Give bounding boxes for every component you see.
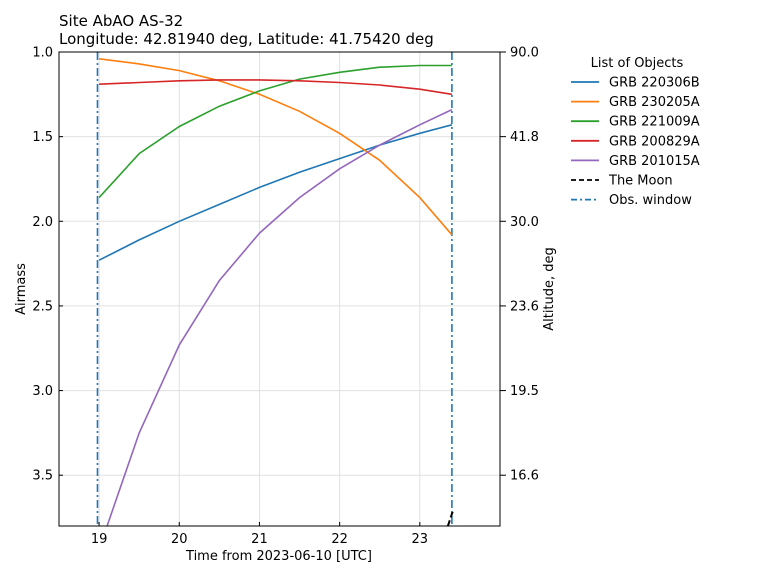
x-axis: 19 20 21 22 23 [91, 522, 428, 547]
y-axis-left: 1.0 1.5 2.0 2.5 3.0 3.5 [32, 46, 63, 484]
x-tick-label: 21 [251, 532, 268, 547]
legend-entry-label: GRB 200829A [609, 134, 700, 149]
y-tick-label: 1.0 [32, 46, 53, 61]
y-right-tick-label: 90.0 [510, 46, 539, 61]
legend: List of Objects GRB 220306B GRB 230205A GR… [571, 56, 700, 208]
x-tick-label: 20 [171, 532, 188, 547]
legend-entry-label: GRB 221009A [609, 115, 700, 130]
y-right-tick-label: 19.5 [510, 384, 539, 399]
y-right-tick-label: 23.6 [510, 299, 539, 314]
series-line-grb-200829a [99, 79, 453, 96]
x-tick-label: 19 [91, 532, 108, 547]
x-axis-label: Time from 2023-06-10 [UTC] [185, 549, 372, 564]
legend-entry-label: GRB 230205A [609, 95, 700, 110]
y-tick-label: 3.0 [32, 384, 53, 399]
y-tick-label: 1.5 [32, 130, 53, 145]
legend-entry-label: The Moon [608, 174, 673, 189]
y-tick-label: 2.5 [32, 299, 53, 314]
grid [59, 51, 500, 526]
series-line-grb-221009a [98, 64, 452, 199]
x-tick-label: 22 [331, 532, 348, 547]
y-tick-label: 3.5 [32, 469, 53, 484]
x-tick-label: 23 [412, 532, 429, 547]
series-line-the-moon [446, 508, 455, 527]
legend-title: List of Objects [591, 56, 684, 71]
legend-entry-label: GRB 201015A [609, 154, 700, 169]
y-axis-label: Airmass [14, 263, 29, 315]
legend-entry-label: GRB 220306B [609, 76, 700, 91]
y-right-tick-label: 30.0 [510, 215, 539, 230]
legend-entry-label: Obs. window [609, 193, 692, 208]
obs-window-lines [96, 52, 453, 526]
y-right-tick-label: 41.8 [510, 130, 539, 145]
series-line-grb-201015a [106, 108, 453, 527]
plot-frame [58, 51, 501, 527]
series-line-grb-230205a [98, 58, 453, 236]
chart-subtitle: Longitude: 42.81940 deg, Latitude: 41.75… [59, 30, 434, 48]
y-axis-right: 90.0 41.8 30.0 23.6 19.5 16.6 [500, 46, 539, 484]
y-axis-right-label: Altitude, deg [542, 247, 557, 331]
series-line-grb-220306b [98, 124, 453, 261]
series-lines [98, 58, 455, 527]
y-tick-label: 2.0 [32, 215, 53, 230]
chart-title: Site AbAO AS-32 [59, 12, 183, 30]
y-right-tick-label: 16.6 [510, 469, 539, 484]
